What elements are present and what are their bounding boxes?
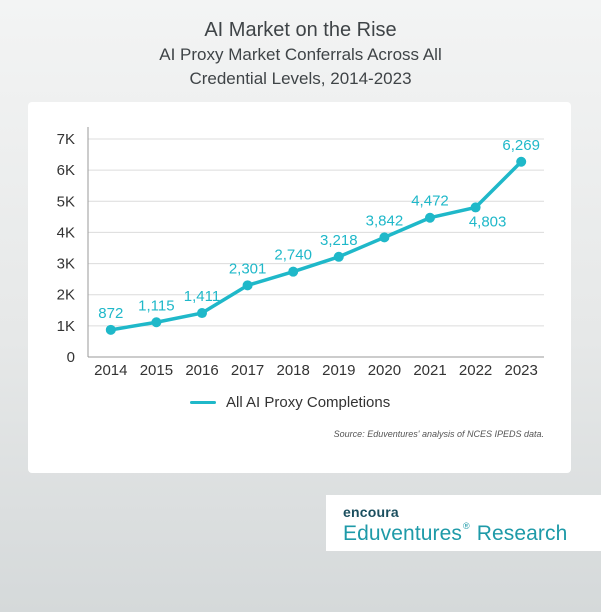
brand-eduventures-research: Eduventures® Research	[343, 521, 567, 546]
x-tick-label: 2022	[459, 362, 492, 379]
chart-title: AI Market on the Rise	[204, 19, 397, 41]
chart-subtitle-line-2: Credential Levels, 2014-2023	[189, 69, 412, 88]
data-point	[197, 308, 207, 319]
chart-subtitle-line-1: AI Proxy Market Conferrals Across All	[159, 45, 442, 64]
data-point	[105, 324, 116, 335]
x-tick-label: 2019	[322, 362, 355, 379]
legend-label: All AI Proxy Completions	[226, 393, 391, 411]
y-tick-label: 6K	[57, 162, 75, 179]
data-label: 872	[98, 305, 123, 322]
data-label: 4,472	[411, 193, 449, 210]
x-tick-label: 2021	[413, 362, 446, 379]
y-tick-label: 2K	[57, 287, 75, 304]
y-tick-label: 3K	[57, 256, 75, 273]
brand-name: Eduventures	[343, 522, 463, 545]
data-point	[425, 212, 435, 223]
data-label: 3,218	[320, 232, 358, 249]
data-label: 2,740	[274, 247, 312, 264]
x-tick-label: 2017	[231, 362, 264, 379]
x-tick-label: 2015	[140, 362, 173, 379]
y-tick-label: 7K	[57, 131, 75, 148]
data-label: 3,842	[366, 212, 404, 229]
data-point	[470, 202, 481, 213]
data-point	[242, 280, 253, 291]
x-tick-label: 2016	[185, 362, 218, 379]
data-label: 4,803	[469, 213, 507, 230]
chart-card: 0 1K 2K 3K 4K 5K 6K 7K 2014 2015 2016 2017 2018 2019 2…	[28, 102, 571, 473]
x-tick-label: 2023	[505, 362, 538, 379]
data-point	[516, 156, 527, 167]
y-tick-label: 0	[67, 349, 75, 366]
legend-swatch	[190, 400, 216, 404]
source-note: Source: Eduventures' analysis of NCES IP…	[333, 429, 544, 439]
brand-logo: encoura Eduventures® Research	[326, 495, 601, 551]
chart-legend: All AI Proxy Completions	[190, 391, 390, 413]
data-label: 2,301	[229, 260, 267, 277]
data-point	[379, 232, 390, 243]
registered-mark: ®	[463, 521, 470, 531]
brand-research: Research	[476, 522, 568, 545]
data-point	[151, 317, 162, 328]
data-point	[333, 251, 344, 262]
series-line	[109, 160, 523, 332]
data-label: 1,411	[184, 288, 220, 305]
line-chart: 0 1K 2K 3K 4K 5K 6K 7K 2014 2015 2016 2017 2018 2019 2…	[57, 127, 544, 379]
chart-header: AI Market on the Rise AI Proxy Market Co…	[0, 18, 601, 90]
data-label: 6,269	[502, 137, 540, 154]
y-tick-label: 4K	[57, 224, 75, 241]
y-tick-label: 1K	[57, 318, 75, 335]
data-point	[288, 266, 299, 277]
x-tick-label: 2020	[368, 362, 401, 379]
x-tick-label: 2018	[277, 362, 310, 379]
y-tick-label: 5K	[57, 193, 75, 210]
data-label: 1,115	[138, 297, 174, 314]
x-tick-label: 2014	[94, 362, 127, 379]
brand-encoura: encoura	[343, 504, 399, 520]
